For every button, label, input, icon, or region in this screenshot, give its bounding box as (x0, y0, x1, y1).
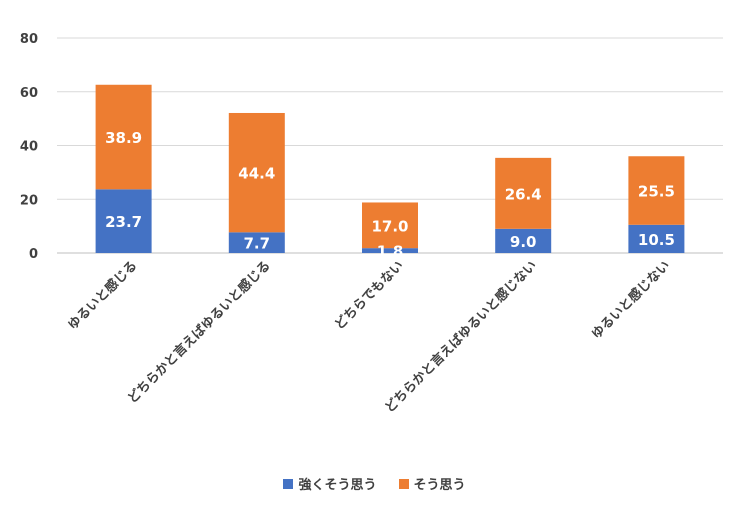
legend: 強くそう思う そう思う (0, 474, 749, 493)
y-tick-label-0: 0 (29, 247, 38, 262)
bar-2-2 (228, 112, 285, 233)
category-label-1: ゆるいと感じる (65, 258, 141, 334)
bar-2-4 (495, 157, 552, 229)
legend-item-series-1: 強くそう思う (283, 474, 377, 493)
legend-label-series-1: 強くそう思う (298, 478, 377, 493)
bar-1-2 (228, 232, 285, 253)
category-label-2: どちらかと言えばゆるいと感じる (124, 258, 273, 407)
data-label-1-3: 1.8 (377, 243, 404, 261)
stacked-bar-chart: 0 20 40 60 80 23.7 38.9 7.7 44.4 1.8 17.0 9.0 26.4 1… (20, 32, 723, 416)
data-label-2-3: 17.0 (371, 217, 408, 235)
data-label-1-4: 9.0 (510, 233, 537, 251)
bar-1-4 (495, 228, 552, 253)
y-tick-label-40: 40 (20, 140, 38, 155)
bar-1-5 (628, 224, 685, 253)
bar-2-5 (628, 156, 685, 225)
legend-swatch-series-1 (283, 478, 294, 489)
data-labels: 23.7 38.9 7.7 44.4 1.8 17.0 9.0 26.4 10.5 25.5 (105, 129, 675, 261)
data-label-2-1: 38.9 (105, 129, 142, 147)
data-label-2-2: 44.4 (238, 165, 275, 183)
y-tick-label-60: 60 (20, 86, 38, 101)
gridlines (57, 37, 723, 254)
data-label-1-2: 7.7 (244, 235, 271, 253)
bar-1-1 (95, 189, 152, 253)
legend-swatch-series-2 (398, 478, 409, 489)
category-label-4: どちらかと言えばゆるいと感じない (382, 258, 540, 416)
category-label-5: ゆるいと感じない (588, 258, 673, 343)
data-label-2-4: 26.4 (505, 185, 542, 203)
data-label-1-5: 10.5 (638, 231, 675, 249)
legend-label-series-2: そう思う (413, 478, 466, 493)
y-axis: 0 20 40 60 80 (20, 32, 38, 262)
y-tick-label-80: 80 (20, 32, 38, 47)
legend-item-series-2: そう思う (398, 474, 466, 493)
category-label-3: どちらでもない (332, 258, 407, 333)
bar-2-3 (362, 202, 418, 249)
y-tick-label-20: 20 (20, 193, 38, 208)
bar-1-3 (362, 248, 418, 253)
data-label-1-1: 23.7 (105, 213, 142, 231)
data-label-2-5: 25.5 (638, 183, 675, 201)
bars (95, 84, 685, 253)
bar-2-1 (95, 84, 152, 190)
